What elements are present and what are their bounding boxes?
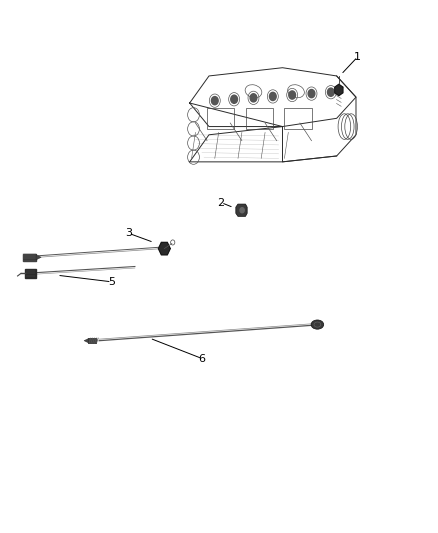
Text: 5: 5 bbox=[108, 277, 115, 287]
Circle shape bbox=[250, 94, 257, 102]
Bar bbox=[284, 108, 311, 129]
Bar bbox=[24, 254, 36, 261]
Text: 2: 2 bbox=[218, 198, 225, 207]
Circle shape bbox=[231, 95, 237, 103]
Polygon shape bbox=[36, 255, 41, 260]
Polygon shape bbox=[236, 204, 247, 216]
Text: 6: 6 bbox=[199, 353, 206, 364]
Circle shape bbox=[289, 91, 296, 99]
Polygon shape bbox=[84, 338, 88, 343]
Circle shape bbox=[269, 92, 276, 101]
Circle shape bbox=[240, 208, 244, 213]
Bar bbox=[88, 337, 98, 344]
Circle shape bbox=[328, 88, 334, 96]
Circle shape bbox=[308, 90, 315, 98]
Bar bbox=[246, 108, 273, 129]
Polygon shape bbox=[159, 243, 170, 255]
Text: 3: 3 bbox=[125, 228, 132, 238]
Text: 1: 1 bbox=[354, 52, 361, 62]
Ellipse shape bbox=[311, 320, 324, 329]
Polygon shape bbox=[335, 84, 343, 95]
Bar bbox=[25, 269, 36, 278]
Bar bbox=[207, 108, 234, 129]
Circle shape bbox=[212, 96, 218, 105]
